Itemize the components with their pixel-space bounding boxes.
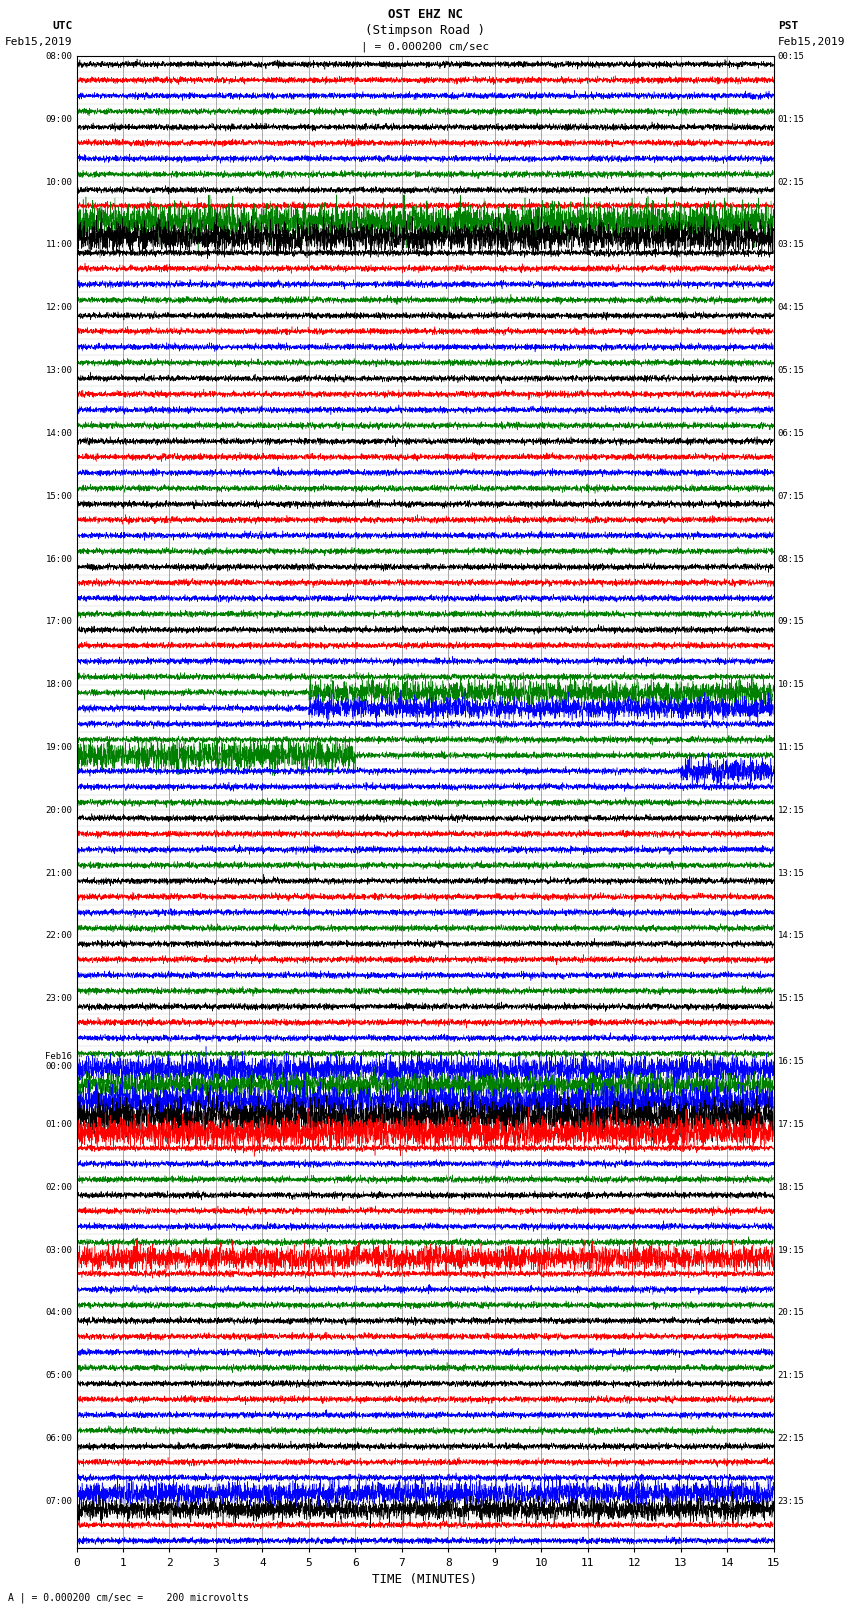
Text: 05:15: 05:15: [778, 366, 805, 376]
Text: 05:00: 05:00: [45, 1371, 72, 1381]
Text: 04:15: 04:15: [778, 303, 805, 313]
Text: 16:15: 16:15: [778, 1057, 805, 1066]
Text: 20:00: 20:00: [45, 806, 72, 815]
Text: 02:15: 02:15: [778, 177, 805, 187]
Text: 19:15: 19:15: [778, 1245, 805, 1255]
Text: 16:00: 16:00: [45, 555, 72, 563]
Text: 17:15: 17:15: [778, 1119, 805, 1129]
Text: 23:00: 23:00: [45, 994, 72, 1003]
Text: PST: PST: [778, 21, 798, 31]
Text: 21:15: 21:15: [778, 1371, 805, 1381]
Text: 00:15: 00:15: [778, 52, 805, 61]
Text: 18:15: 18:15: [778, 1182, 805, 1192]
Text: 03:00: 03:00: [45, 1245, 72, 1255]
Text: 14:00: 14:00: [45, 429, 72, 437]
Text: 07:00: 07:00: [45, 1497, 72, 1507]
Text: 11:15: 11:15: [778, 744, 805, 752]
Text: 01:00: 01:00: [45, 1119, 72, 1129]
Text: 13:15: 13:15: [778, 869, 805, 877]
Text: 20:15: 20:15: [778, 1308, 805, 1318]
Text: 14:15: 14:15: [778, 931, 805, 940]
Text: OST EHZ NC: OST EHZ NC: [388, 8, 462, 21]
Text: 02:00: 02:00: [45, 1182, 72, 1192]
Text: 23:15: 23:15: [778, 1497, 805, 1507]
Text: 08:00: 08:00: [45, 52, 72, 61]
Text: | = 0.000200 cm/sec: | = 0.000200 cm/sec: [361, 40, 489, 52]
Text: Feb15,2019: Feb15,2019: [778, 37, 845, 47]
Text: 07:15: 07:15: [778, 492, 805, 500]
Text: A | = 0.000200 cm/sec =    200 microvolts: A | = 0.000200 cm/sec = 200 microvolts: [8, 1592, 249, 1603]
Text: 13:00: 13:00: [45, 366, 72, 376]
Text: (Stimpson Road ): (Stimpson Road ): [365, 24, 485, 37]
Text: 12:00: 12:00: [45, 303, 72, 313]
Text: 15:00: 15:00: [45, 492, 72, 500]
Text: 21:00: 21:00: [45, 869, 72, 877]
Text: 09:15: 09:15: [778, 618, 805, 626]
X-axis label: TIME (MINUTES): TIME (MINUTES): [372, 1573, 478, 1586]
Text: 09:00: 09:00: [45, 115, 72, 124]
Text: 18:00: 18:00: [45, 681, 72, 689]
Text: 06:00: 06:00: [45, 1434, 72, 1444]
Text: 11:00: 11:00: [45, 240, 72, 250]
Text: 01:15: 01:15: [778, 115, 805, 124]
Text: Feb15,2019: Feb15,2019: [5, 37, 72, 47]
Text: 04:00: 04:00: [45, 1308, 72, 1318]
Text: 06:15: 06:15: [778, 429, 805, 437]
Text: 17:00: 17:00: [45, 618, 72, 626]
Text: 19:00: 19:00: [45, 744, 72, 752]
Text: 15:15: 15:15: [778, 994, 805, 1003]
Text: 22:00: 22:00: [45, 931, 72, 940]
Text: 08:15: 08:15: [778, 555, 805, 563]
Text: 22:15: 22:15: [778, 1434, 805, 1444]
Text: 10:15: 10:15: [778, 681, 805, 689]
Text: 10:00: 10:00: [45, 177, 72, 187]
Text: UTC: UTC: [52, 21, 72, 31]
Text: 03:15: 03:15: [778, 240, 805, 250]
Text: 12:15: 12:15: [778, 806, 805, 815]
Text: Feb16
00:00: Feb16 00:00: [45, 1052, 72, 1071]
